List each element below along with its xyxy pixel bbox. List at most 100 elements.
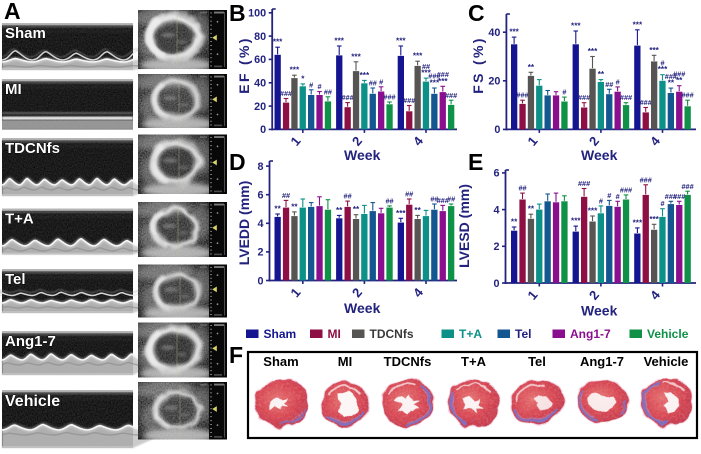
- svg-text:#: #: [660, 199, 664, 208]
- svg-text:###: ###: [682, 182, 694, 191]
- svg-text:F: F: [229, 342, 243, 368]
- svg-text:##: ##: [324, 87, 332, 96]
- svg-text:##: ##: [385, 196, 393, 205]
- svg-text:###: ###: [280, 89, 292, 98]
- svg-text:***: ***: [438, 77, 448, 86]
- svg-text:**: **: [336, 206, 343, 215]
- svg-text:**: **: [528, 205, 535, 214]
- svg-text:###: ###: [578, 179, 590, 188]
- svg-text:###: ###: [682, 91, 694, 100]
- svg-text:#: #: [379, 77, 383, 86]
- svg-text:6: 6: [493, 168, 499, 180]
- svg-text:**: **: [414, 206, 421, 215]
- svg-text:***: ***: [413, 52, 423, 61]
- svg-text:4: 4: [257, 218, 263, 230]
- svg-text:EF (%): EF (%): [236, 36, 252, 93]
- svg-text:##: ##: [430, 195, 438, 204]
- svg-text:***: ***: [633, 218, 643, 227]
- svg-text:#: #: [562, 88, 566, 97]
- svg-text:#: #: [660, 58, 664, 67]
- svg-text:###: ###: [516, 91, 528, 100]
- svg-text:1: 1: [287, 134, 303, 149]
- svg-text:**: **: [528, 63, 535, 72]
- svg-text:###: ###: [640, 175, 652, 184]
- svg-text:***: ***: [360, 71, 370, 80]
- svg-text:###: ###: [673, 69, 685, 78]
- svg-text:0: 0: [493, 278, 499, 290]
- svg-text:#: #: [599, 196, 603, 205]
- svg-text:###: ###: [578, 93, 590, 102]
- svg-text:4: 4: [410, 133, 427, 149]
- svg-text:**: **: [511, 218, 518, 227]
- svg-text:1: 1: [287, 285, 303, 300]
- svg-text:###: ###: [640, 98, 652, 107]
- svg-text:**: **: [676, 76, 683, 85]
- svg-text:Week: Week: [344, 147, 381, 163]
- svg-text:Vehicle: Vehicle: [644, 354, 689, 369]
- svg-text:##: ##: [405, 190, 413, 199]
- svg-text:T+A: T+A: [5, 211, 34, 228]
- svg-text:B: B: [229, 0, 246, 26]
- svg-text:LVEDD (mm): LVEDD (mm): [236, 181, 252, 266]
- svg-text:FS (%): FS (%): [470, 36, 486, 93]
- svg-text:##: ##: [447, 195, 455, 204]
- svg-text:Sham: Sham: [263, 354, 298, 369]
- svg-text:2: 2: [257, 247, 263, 259]
- svg-text:#: #: [616, 192, 620, 201]
- svg-text:***: ***: [649, 46, 659, 55]
- svg-text:#: #: [317, 82, 321, 91]
- svg-text:6: 6: [257, 190, 263, 202]
- svg-text:T+A: T+A: [459, 327, 482, 341]
- svg-text:###: ###: [428, 72, 440, 81]
- svg-text:MI: MI: [328, 327, 341, 341]
- svg-text:##: ##: [605, 80, 613, 89]
- svg-text:Vehicle: Vehicle: [5, 393, 60, 410]
- svg-text:Vehicle: Vehicle: [647, 327, 689, 341]
- svg-text:***: ***: [509, 28, 519, 37]
- svg-text:Week: Week: [344, 300, 381, 316]
- svg-text:##: ##: [369, 79, 377, 88]
- svg-text:Ang1-7: Ang1-7: [580, 354, 624, 369]
- svg-text:T+A: T+A: [461, 354, 487, 369]
- svg-text:Tel: Tel: [515, 327, 531, 341]
- svg-text:###: ###: [673, 192, 685, 201]
- svg-text:4: 4: [410, 284, 427, 300]
- svg-text:***: ***: [273, 38, 283, 47]
- svg-text:60: 60: [254, 54, 266, 66]
- svg-text:**: **: [274, 205, 281, 214]
- svg-text:2: 2: [493, 241, 499, 253]
- svg-text:###: ###: [437, 196, 449, 205]
- svg-text:Ang1-7: Ang1-7: [5, 333, 56, 350]
- svg-text:20: 20: [488, 76, 500, 88]
- svg-text:TDCNfs: TDCNfs: [370, 327, 414, 341]
- svg-text:Week: Week: [581, 303, 618, 319]
- svg-text:###: ###: [383, 93, 395, 102]
- svg-text:##: ##: [282, 191, 290, 200]
- svg-text:D: D: [229, 149, 246, 175]
- svg-text:***: ***: [649, 215, 659, 224]
- svg-text:LVESD (mm): LVESD (mm): [456, 184, 472, 268]
- svg-text:#: #: [616, 77, 620, 86]
- svg-text:**: **: [598, 70, 605, 79]
- svg-text:100: 100: [248, 8, 266, 20]
- svg-text:***: ***: [588, 47, 598, 56]
- svg-text:***: ***: [588, 207, 598, 216]
- svg-text:4: 4: [647, 133, 664, 149]
- svg-text:***: ***: [334, 37, 344, 46]
- svg-text:***: ***: [290, 66, 300, 75]
- svg-text:***: ***: [430, 79, 440, 88]
- svg-text:0: 0: [257, 275, 263, 287]
- svg-text:###: ###: [445, 91, 457, 100]
- svg-text:***: ***: [571, 217, 581, 226]
- svg-text:#: #: [309, 80, 313, 89]
- svg-text:Tel: Tel: [528, 354, 546, 369]
- svg-text:TDCNfs: TDCNfs: [384, 354, 432, 369]
- svg-text:###: ###: [665, 72, 677, 81]
- svg-text:80: 80: [254, 31, 266, 43]
- svg-text:###: ###: [620, 185, 632, 194]
- svg-text:Week: Week: [581, 147, 618, 163]
- svg-text:Sham: Sham: [264, 327, 297, 341]
- svg-text:MI: MI: [5, 81, 22, 98]
- svg-text:0: 0: [260, 124, 266, 136]
- svg-text:0: 0: [494, 124, 500, 136]
